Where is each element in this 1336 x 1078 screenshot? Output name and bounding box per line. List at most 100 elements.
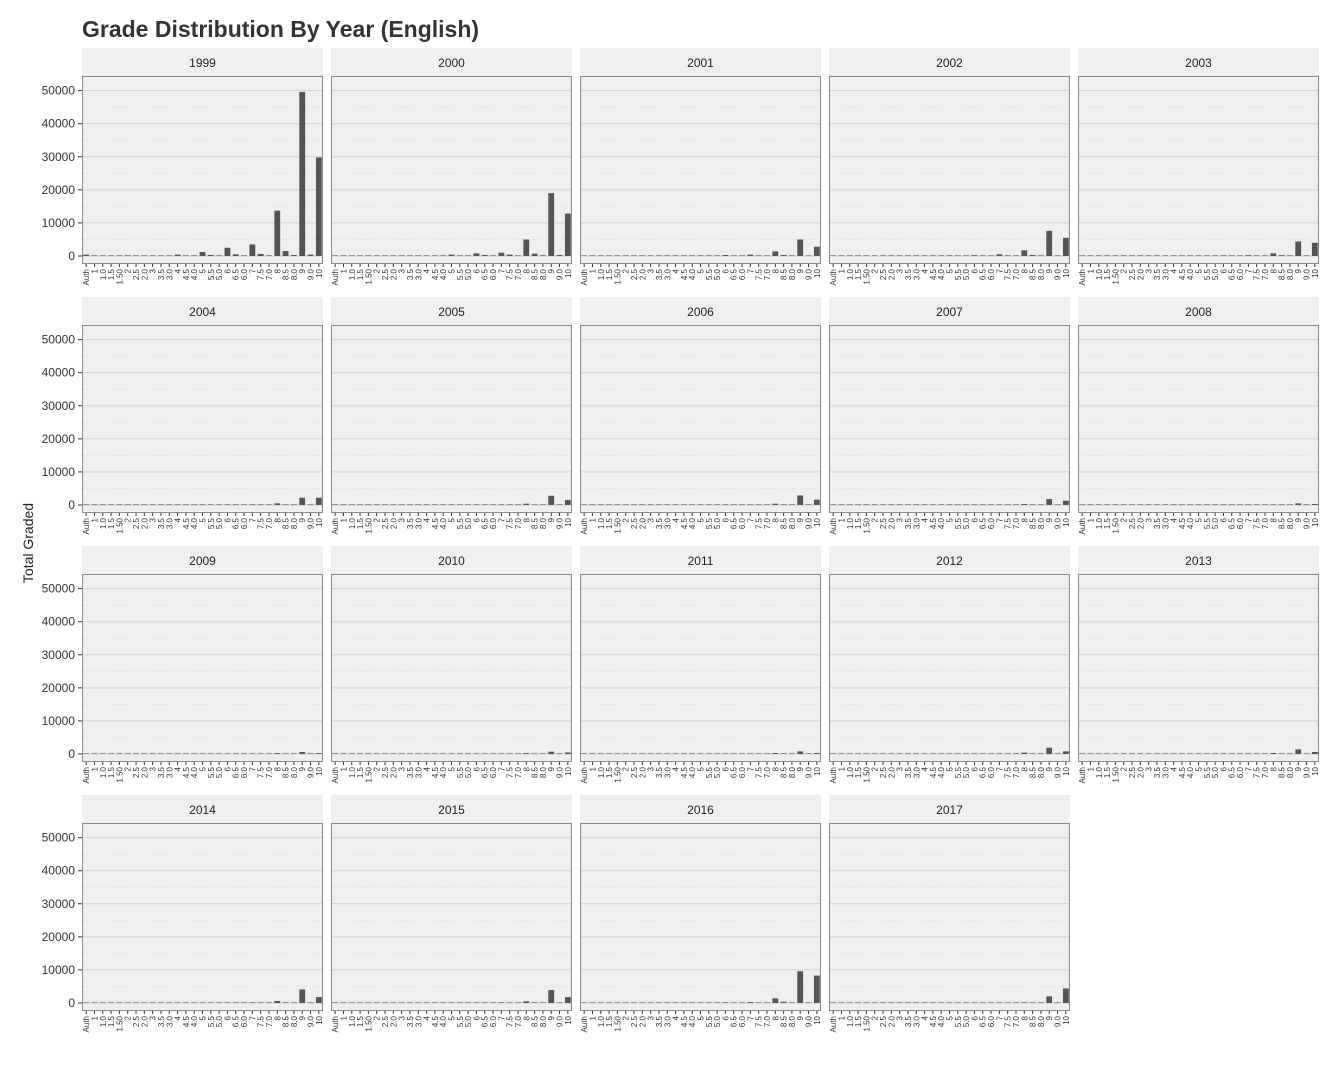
bar <box>647 504 654 505</box>
bar <box>1311 242 1318 256</box>
x-tick-label: 3.5 <box>406 766 415 778</box>
bar <box>946 753 953 754</box>
x-tick-label: Auth <box>331 767 340 783</box>
x-tick-label: 7.0 <box>265 1015 274 1027</box>
x-tick-label: 4.5 <box>929 268 938 280</box>
bar <box>1129 504 1135 505</box>
x-tick-label: 9.0 <box>1054 1015 1063 1027</box>
bar <box>1038 255 1044 256</box>
bar <box>232 254 239 256</box>
x-tick-label: 2.0 <box>638 517 647 529</box>
bar <box>680 255 687 256</box>
x-tick-label: 4 <box>174 1015 183 1020</box>
x-tick-label: 1 <box>90 268 99 273</box>
bar <box>855 255 861 256</box>
bar <box>697 1002 704 1003</box>
x-tick-label: 2.5 <box>381 1015 390 1027</box>
bar <box>1178 255 1185 256</box>
bar <box>1087 255 1094 256</box>
x-tick-label: 10 <box>1062 268 1071 277</box>
x-tick-label: 6.5 <box>481 1015 490 1027</box>
bar <box>1228 255 1235 256</box>
bar <box>622 1002 629 1003</box>
facet-panel: 2002 Auth 1 1.0 1.5 1.50 2 2.5 2.0 3 3.5 3.0 4 4.5 4.0… <box>829 48 1071 285</box>
x-tick-label: 8 <box>1269 517 1278 522</box>
bar <box>705 255 712 256</box>
bar <box>689 753 696 754</box>
x-tick-label: 2.5 <box>879 517 888 529</box>
x-tick-label: 3.0 <box>663 766 672 778</box>
bar <box>307 504 314 505</box>
bar <box>656 255 662 256</box>
bar <box>597 504 604 505</box>
bar <box>1303 504 1310 505</box>
bar <box>216 504 223 505</box>
bar <box>299 91 306 256</box>
x-tick-label: 5.5 <box>705 766 714 778</box>
bar <box>407 753 413 754</box>
x-tick-label: 2 <box>622 268 631 273</box>
facet-strip <box>829 297 1070 325</box>
x-tick-label: 8.5 <box>1278 766 1287 778</box>
x-tick-label: 5.0 <box>464 766 473 778</box>
bar <box>1287 504 1293 505</box>
x-tick-label: 4.0 <box>190 517 199 529</box>
x-tick-label: 9 <box>1045 268 1054 273</box>
bar <box>672 1002 679 1003</box>
x-tick-label: 4.0 <box>688 517 697 529</box>
x-tick-label: 3.5 <box>655 1015 664 1027</box>
bar <box>1112 504 1119 505</box>
bar <box>631 255 637 256</box>
x-tick-label: 6 <box>970 1015 979 1020</box>
bar <box>548 751 555 754</box>
bar <box>764 753 770 754</box>
x-tick-label: 6.0 <box>987 1015 996 1027</box>
x-tick-label: 6.5 <box>232 268 241 280</box>
bar <box>672 753 679 754</box>
x-tick-label: 7 <box>995 268 1004 273</box>
x-tick-label: 4.0 <box>439 268 448 280</box>
x-tick-label: 8.5 <box>780 1015 789 1027</box>
x-tick-label: 3.5 <box>406 268 415 280</box>
facet-plot-area <box>580 574 821 762</box>
x-tick-label: 7.5 <box>506 1015 515 1027</box>
bar <box>913 504 920 505</box>
bar <box>1137 504 1144 505</box>
x-tick-label: 2 <box>124 766 133 771</box>
bar <box>1287 255 1293 256</box>
x-tick-label: 2.0 <box>887 1015 896 1027</box>
x-tick-label: 5.0 <box>962 268 971 280</box>
bar <box>1021 250 1028 256</box>
x-tick-label: 1 <box>837 517 846 522</box>
x-tick-label: 5.0 <box>962 766 971 778</box>
bar <box>1013 753 1019 754</box>
x-tick-label: 6.5 <box>730 766 739 778</box>
bar <box>207 1002 214 1003</box>
x-tick-label: 2 <box>622 517 631 522</box>
x-tick-label: 8 <box>522 517 531 522</box>
x-tick-label: 3.5 <box>1153 268 1162 280</box>
bar <box>996 254 1003 256</box>
y-tick-label: 40000 <box>42 864 76 878</box>
bar <box>191 753 198 754</box>
bar <box>863 504 870 505</box>
x-tick-label: 2.5 <box>1128 268 1137 280</box>
bar <box>1013 255 1019 256</box>
x-tick-label: 10 <box>1311 766 1320 775</box>
bar <box>921 1002 928 1003</box>
bar <box>523 1001 530 1003</box>
x-tick-label: 9 <box>298 268 307 273</box>
x-tick-label: 7.5 <box>257 268 266 280</box>
x-tick-label: 2 <box>622 1015 631 1020</box>
bar <box>1104 255 1110 256</box>
x-tick-label: 6.5 <box>979 766 988 778</box>
facet-plot-area <box>331 325 572 513</box>
bar <box>1253 504 1260 505</box>
x-tick-label: 8.5 <box>780 517 789 529</box>
bar <box>266 753 272 754</box>
facet-border <box>829 76 1070 264</box>
bar <box>880 504 886 505</box>
x-tick-label: 10 <box>564 766 573 775</box>
x-tick-label: 4.0 <box>937 1015 946 1027</box>
bar <box>647 1002 654 1003</box>
